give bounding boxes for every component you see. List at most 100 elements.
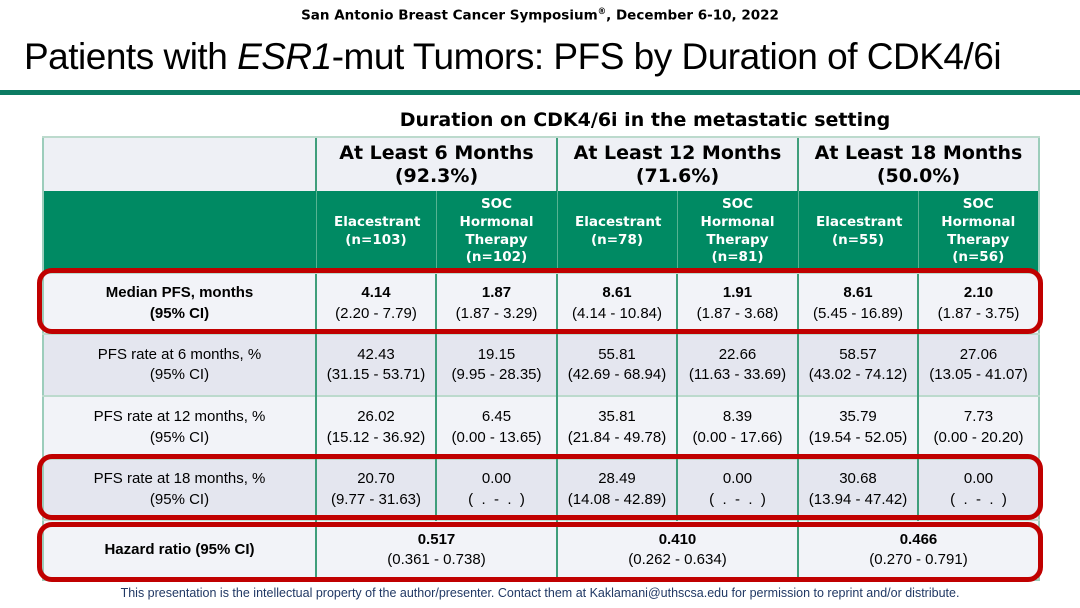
arm-n: (n=55) — [831, 231, 885, 248]
cell-ci: (5.45 - 16.89) — [812, 304, 904, 322]
cell-ci: ( . - . ) — [950, 490, 1007, 508]
cell-ci: (21.84 - 49.78) — [567, 428, 667, 446]
data-cell: 8.61 (4.14 - 10.84) — [556, 272, 677, 334]
arm-n: (n=103) — [345, 231, 407, 248]
data-cell: 2.10 (1.87 - 3.75) — [917, 272, 1039, 334]
cell-value: 0.410 — [658, 530, 697, 548]
data-cell: 27.06 (13.05 - 41.07) — [917, 333, 1039, 396]
arm-name: SOC Hormonal Therapy — [459, 196, 534, 248]
cell-value: 19.15 — [477, 345, 516, 363]
row-label-ci: (95% CI) — [149, 304, 210, 322]
cell-ci: (0.270 - 0.791) — [869, 551, 968, 568]
cell-value: 20.70 — [357, 470, 395, 488]
cell-value: 1.87 — [481, 284, 512, 302]
cell-value: 1.91 — [722, 284, 753, 302]
title-divider-rule — [0, 90, 1080, 95]
cell-ci: (19.54 - 52.05) — [808, 428, 908, 446]
cell-ci: (4.14 - 10.84) — [571, 304, 663, 322]
cell-ci: (31.15 - 53.71) — [326, 366, 426, 383]
symposium-header: San Antonio Breast Cancer Symposium®, De… — [0, 7, 1080, 24]
cell-ci: (0.00 - 20.20) — [933, 428, 1024, 446]
cell-value: 27.06 — [959, 345, 998, 363]
hazard-cell-12mo: 0.410 (0.262 - 0.634) — [556, 519, 798, 580]
data-cell: 42.43 (31.15 - 53.71) — [315, 333, 436, 396]
symposium-date: , December 6-10, 2022 — [606, 7, 779, 24]
cell-value: 26.02 — [357, 408, 395, 426]
row-label-ci: (95% CI) — [149, 428, 210, 446]
corner-cell — [43, 136, 316, 191]
data-cell: 22.66 (11.63 - 33.69) — [676, 333, 798, 396]
data-cell: 0.00 ( . - . ) — [676, 458, 798, 520]
cell-value: 55.81 — [598, 345, 636, 363]
cell-value: 8.39 — [722, 408, 753, 426]
cell-value: 7.73 — [963, 408, 994, 426]
cell-ci: (1.87 - 3.75) — [937, 304, 1020, 322]
arm-n: (n=81) — [711, 249, 764, 266]
data-cell: 8.61 (5.45 - 16.89) — [797, 272, 918, 334]
group-pct: (92.3%) — [394, 164, 479, 187]
cell-value: 2.10 — [963, 284, 994, 302]
cell-value: 42.43 — [357, 345, 395, 363]
row-pfs-6mo: PFS rate at 6 months, % (95% CI) 42.43 (3… — [43, 333, 1039, 396]
cell-value: 28.49 — [598, 470, 636, 488]
cell-value: 8.61 — [602, 284, 632, 302]
data-cell: 55.81 (42.69 - 68.94) — [556, 333, 677, 396]
row-label-cell: PFS rate at 6 months, % (95% CI) — [43, 333, 316, 396]
row-label-cell: PFS rate at 12 months, % (95% CI) — [43, 395, 316, 459]
group-pct: (50.0%) — [876, 164, 961, 187]
arm-name: Elacestrant — [816, 213, 903, 230]
cell-ci: (15.12 - 36.92) — [326, 428, 426, 446]
arm-header-spacer — [43, 191, 316, 273]
arm-n: (n=102) — [465, 249, 528, 266]
row-label: Median PFS, months — [105, 284, 254, 302]
cell-value: 0.517 — [417, 530, 456, 548]
group-header-6mo: At Least 6 Months (92.3%) — [315, 136, 557, 191]
footer-note: This presentation is the intellectual pr… — [0, 586, 1080, 600]
title-part2: -mut Tumors: PFS by Duration of CDK4/6i — [331, 36, 1002, 77]
group-title: At Least 12 Months — [573, 142, 782, 165]
arm-n: (n=56) — [952, 249, 1005, 266]
data-cell: 35.79 (19.54 - 52.05) — [797, 395, 918, 459]
data-cell: 1.91 (1.87 - 3.68) — [676, 272, 798, 334]
row-label: PFS rate at 6 months, % — [97, 345, 262, 363]
data-cell: 1.87 (1.87 - 3.29) — [435, 272, 557, 334]
data-cell: 0.00 ( . - . ) — [917, 458, 1039, 520]
cell-value: 0.00 — [481, 470, 512, 488]
data-cell: 8.39 (0.00 - 17.66) — [676, 395, 798, 459]
group-title: At Least 6 Months — [339, 142, 534, 165]
cell-ci: (9.77 - 31.63) — [330, 490, 422, 508]
symposium-name: San Antonio Breast Cancer Symposium — [301, 7, 598, 24]
hazard-cell-18mo: 0.466 (0.270 - 0.791) — [797, 519, 1039, 580]
group-header-12mo: At Least 12 Months (71.6%) — [556, 136, 798, 191]
arm-header-row: Elacestrant (n=103) SOC Hormonal Therapy… — [43, 191, 1039, 273]
results-table-wrap: At Least 6 Months (92.3%) At Least 12 Mo… — [37, 136, 1043, 582]
cell-value: 35.81 — [598, 408, 636, 426]
arm-header-soc-6mo: SOC Hormonal Therapy (n=102) — [435, 191, 557, 273]
cell-ci: ( . - . ) — [709, 490, 766, 508]
row-label-ci: (95% CI) — [149, 490, 210, 508]
title-gene-italic: ESR1 — [237, 36, 332, 77]
arm-header-soc-12mo: SOC Hormonal Therapy (n=81) — [676, 191, 798, 273]
row-label-cell: PFS rate at 18 months, % (95% CI) — [43, 458, 316, 520]
cell-ci: (0.262 - 0.634) — [628, 551, 727, 568]
data-cell: 58.57 (43.02 - 74.12) — [797, 333, 918, 396]
cell-value: 4.14 — [361, 284, 391, 302]
row-hazard-ratio: Hazard ratio (95% CI) 0.517 (0.361 - 0.73… — [43, 519, 1039, 580]
group-header-row: At Least 6 Months (92.3%) At Least 12 Mo… — [43, 136, 1039, 191]
cell-value: 58.57 — [839, 345, 877, 363]
data-cell: 30.68 (13.94 - 47.42) — [797, 458, 918, 520]
group-pct: (71.6%) — [635, 164, 720, 187]
row-label-cell: Hazard ratio (95% CI) — [43, 519, 316, 580]
cell-value: 6.45 — [481, 408, 512, 426]
cell-value: 22.66 — [718, 345, 757, 363]
row-median-pfs: Median PFS, months (95% CI) 4.14 (2.20 - … — [43, 272, 1039, 334]
row-label: PFS rate at 12 months, % — [93, 408, 266, 426]
group-header-18mo: At Least 18 Months (50.0%) — [797, 136, 1039, 191]
cell-value: 35.79 — [839, 408, 877, 426]
cell-ci: (0.361 - 0.738) — [387, 551, 486, 568]
data-cell: 0.00 ( . - . ) — [435, 458, 557, 520]
cell-ci: (0.00 - 13.65) — [451, 428, 542, 446]
data-cell: 4.14 (2.20 - 7.79) — [315, 272, 436, 334]
arm-name: Elacestrant — [575, 213, 662, 230]
